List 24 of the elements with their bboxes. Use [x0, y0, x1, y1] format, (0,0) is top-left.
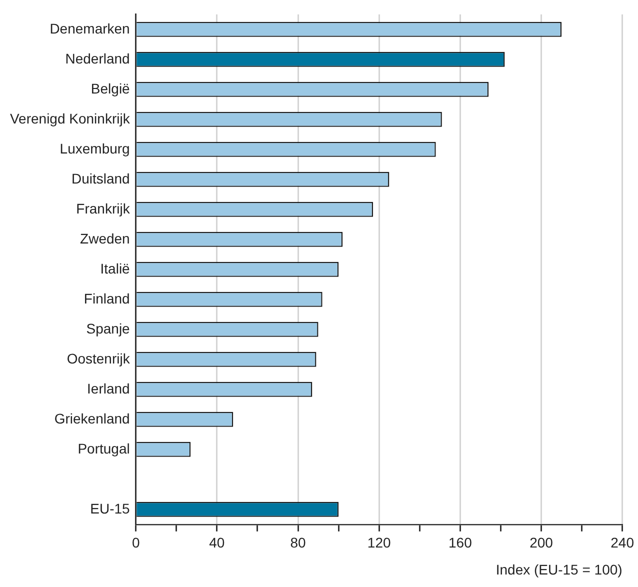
x-tick-label: 160: [448, 534, 472, 551]
x-tick-label: 80: [290, 534, 306, 551]
x-axis-title: Index (EU-15 = 100): [496, 561, 622, 578]
x-tick-label: 120: [367, 534, 391, 551]
y-tick-label: Ierland: [87, 380, 130, 396]
y-tick-label: Nederland: [65, 50, 130, 66]
y-tick-label: EU-15: [90, 500, 130, 516]
y-tick-label: Spanje: [86, 320, 130, 336]
y-tick-label: Griekenland: [54, 410, 130, 426]
y-tick-label: Portugal: [78, 440, 130, 456]
y-tick-label: Oostenrijk: [66, 350, 131, 366]
y-tick-label: Duitsland: [71, 170, 130, 186]
y-tick-label: België: [90, 80, 130, 96]
x-tick-label: 240: [610, 534, 634, 551]
y-tick-label: Italië: [100, 260, 130, 276]
y-tick-label: Denemarken: [50, 20, 130, 36]
y-tick-label: Frankrijk: [76, 200, 131, 216]
x-tick-label: 0: [132, 534, 140, 551]
y-tick-label: Zweden: [80, 230, 130, 246]
y-tick-label: Finland: [84, 290, 130, 306]
y-tick-label: Verenigd Koninkrijk: [10, 110, 131, 126]
x-tick-label: 200: [530, 534, 554, 551]
y-tick-label: Luxemburg: [60, 140, 130, 156]
x-tick-label: 40: [209, 534, 225, 551]
